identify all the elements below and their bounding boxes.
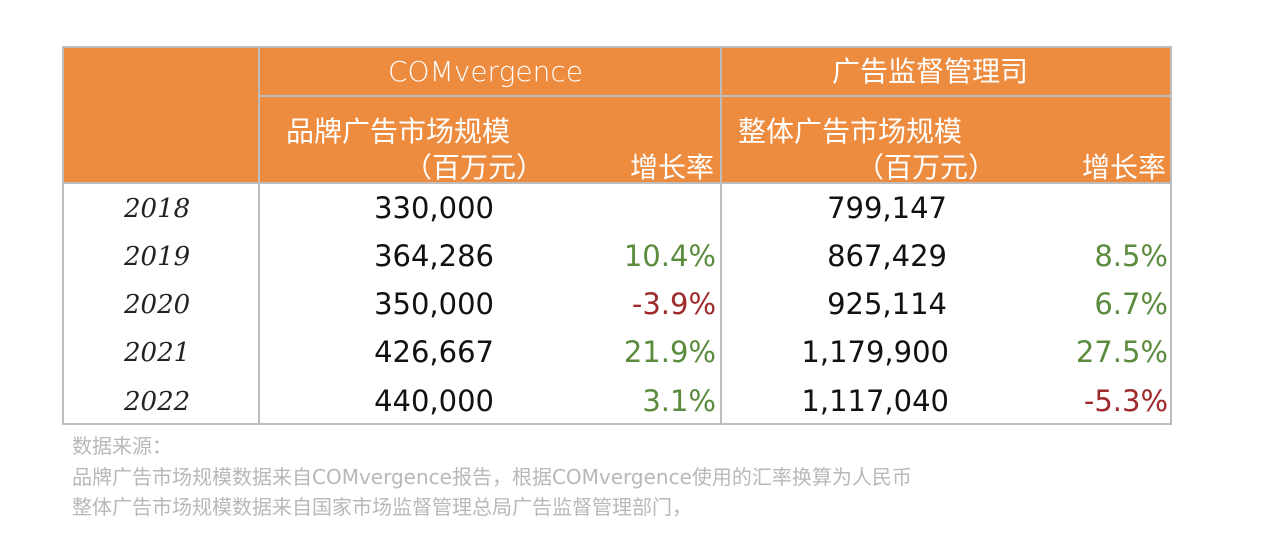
- total-growth-cell: 27.5%: [1075, 335, 1168, 369]
- total-growth-cell: 6.7%: [1094, 287, 1168, 321]
- brand-growth-header: 增长率: [630, 151, 715, 184]
- group-title-regulator: 广告监督管理司: [832, 55, 1029, 88]
- brand-growth-cell: 10.4%: [623, 239, 716, 273]
- year-cell: 2019: [124, 242, 191, 272]
- total-unit-header: （百万元）: [856, 151, 997, 184]
- year-cell: 2018: [124, 194, 191, 224]
- brand-growth-cell: 21.9%: [623, 335, 716, 369]
- brand-size-cell: 364,286: [374, 239, 494, 273]
- total-market-size-header: 整体广告市场规模: [738, 115, 963, 148]
- total-growth-cell: 8.5%: [1094, 239, 1168, 273]
- divider-year: [258, 48, 260, 423]
- divider-groups: [720, 48, 722, 423]
- total-size-cell: 1,117,040: [801, 384, 949, 418]
- brand-size-cell: 330,000: [374, 191, 494, 225]
- total-size-cell: 1,179,900: [801, 335, 949, 369]
- total-growth-header: 增长率: [1082, 151, 1167, 184]
- year-cell: 2020: [124, 290, 191, 320]
- source-title: 数据来源：: [72, 434, 172, 458]
- total-growth-cell: -5.3%: [1083, 384, 1168, 418]
- brand-growth-cell: 3.1%: [642, 384, 716, 418]
- total-size-cell: 925,114: [827, 287, 947, 321]
- group-title-comvergence: COMvergence: [388, 55, 583, 88]
- brand-unit-header: （百万元）: [404, 151, 545, 184]
- brand-size-cell: 350,000: [374, 287, 494, 321]
- brand-growth-cell: -3.9%: [631, 287, 716, 321]
- total-size-cell: 799,147: [827, 191, 947, 225]
- divider-header-body: [64, 182, 1170, 184]
- brand-market-size-header: 品牌广告市场规模: [286, 115, 511, 148]
- source-note-total: 整体广告市场规模数据来自国家市场监督管理总局广告监督管理部门，: [72, 495, 692, 519]
- brand-size-cell: 426,667: [374, 335, 494, 369]
- brand-size-cell: 440,000: [374, 384, 494, 418]
- divider-header-row: [260, 95, 1170, 97]
- table-header: COMvergence 广告监督管理司 品牌广告市场规模 （百万元） 增长率 整…: [64, 48, 1170, 183]
- year-cell: 2022: [124, 387, 191, 417]
- year-cell: 2021: [124, 338, 191, 368]
- total-size-cell: 867,429: [827, 239, 947, 273]
- market-size-table: COMvergence 广告监督管理司 品牌广告市场规模 （百万元） 增长率 整…: [62, 46, 1172, 425]
- source-note-brand: 品牌广告市场规模数据来自COMvergence报告，根据COMvergence使…: [72, 465, 912, 489]
